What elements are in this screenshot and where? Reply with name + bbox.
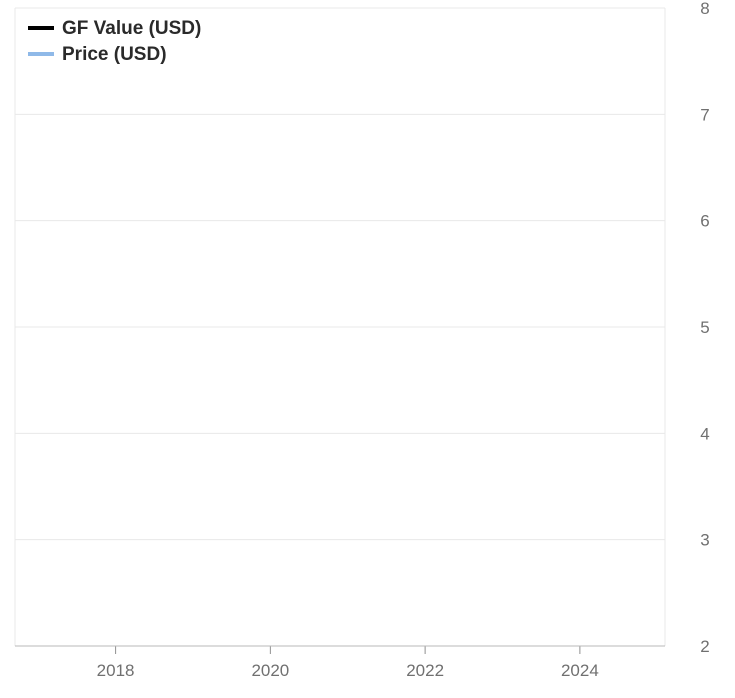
- x-tick-label: 2024: [561, 661, 599, 680]
- x-tick-label: 2018: [97, 661, 135, 680]
- y-tick-label: 3: [700, 531, 709, 550]
- y-tick-label: 6: [700, 212, 709, 231]
- y-tick-label: 8: [700, 0, 709, 18]
- y-tick-label: 4: [700, 424, 709, 443]
- x-tick-label: 2022: [406, 661, 444, 680]
- legend-label: GF Value (USD): [62, 18, 201, 39]
- legend-label: Price (USD): [62, 44, 167, 65]
- y-tick-label: 5: [700, 318, 709, 337]
- gf-value-chart: 2 3 4 5 6 7 8 2018 2020 2022 2024 GF Value (USD) Pri…: [0, 0, 735, 698]
- y-tick-label: 7: [700, 105, 709, 124]
- x-tick-label: 2020: [251, 661, 289, 680]
- y-tick-label: 2: [700, 637, 709, 656]
- chart-svg: 2 3 4 5 6 7 8 2018 2020 2022 2024 GF Value (USD) Pri…: [0, 0, 735, 698]
